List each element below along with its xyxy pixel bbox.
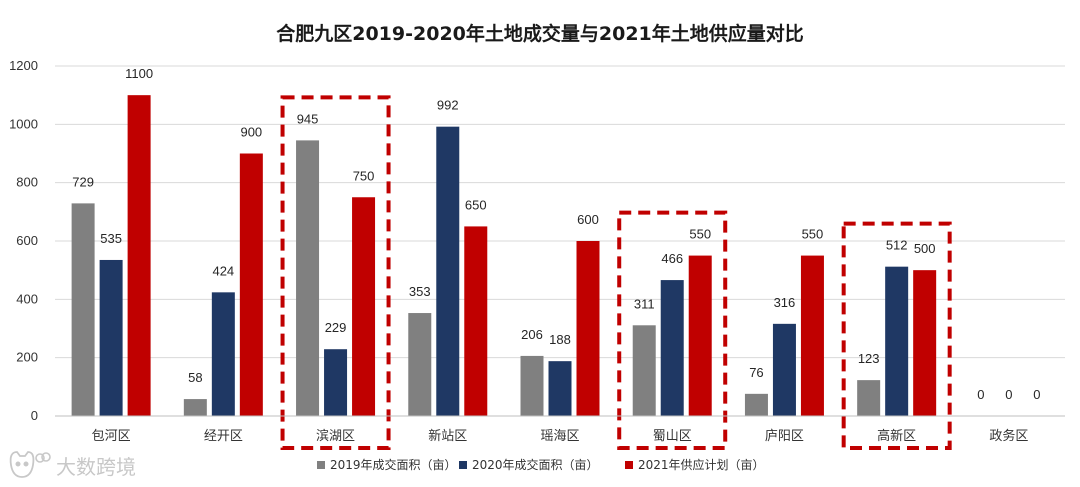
bar xyxy=(576,241,600,416)
legend-label: 2019年成交面积（亩） xyxy=(330,457,457,472)
category-label: 包河区 xyxy=(92,429,131,444)
data-label: 229 xyxy=(325,320,347,335)
category-label: 滨湖区 xyxy=(316,428,355,444)
bar xyxy=(520,355,544,416)
legend-swatch xyxy=(625,461,633,469)
x-axis: 包河区 经开区 滨湖区 新站区 瑶海区 蜀山区 庐阳区 高新区 政务区 xyxy=(55,415,1065,444)
data-label: 535 xyxy=(100,231,122,246)
highlight-boxes xyxy=(280,95,952,450)
data-label: 311 xyxy=(634,296,655,311)
bar xyxy=(436,126,460,417)
data-label: 600 xyxy=(577,212,599,227)
data-label: 0 xyxy=(977,387,984,402)
data-label: 0 xyxy=(1033,387,1040,402)
circle-logo-icon xyxy=(35,452,51,463)
data-label: 992 xyxy=(437,98,459,113)
bar xyxy=(352,197,376,416)
data-label: 500 xyxy=(914,241,936,256)
legend-swatch xyxy=(459,461,467,469)
y-tick-label: 400 xyxy=(16,291,38,306)
data-label: 206 xyxy=(521,327,543,342)
bar xyxy=(464,226,488,416)
data-label: 729 xyxy=(72,174,94,189)
y-tick-label: 1200 xyxy=(9,58,38,73)
legend-label: 2021年供应计划（亩） xyxy=(638,457,765,472)
chart-title: 合肥九区2019-2020年土地成交量与2021年土地供应量对比 xyxy=(276,22,804,45)
data-label: 750 xyxy=(353,168,375,183)
highlight-box xyxy=(841,221,952,450)
data-label: 188 xyxy=(549,332,571,347)
data-label: 466 xyxy=(661,251,683,266)
category-label: 蜀山区 xyxy=(653,429,692,444)
y-tick-label: 600 xyxy=(16,233,38,248)
data-label: 550 xyxy=(802,227,824,242)
y-axis-ticks: 0 200 400 600 800 1000 1200 xyxy=(9,58,38,423)
y-tick-label: 0 xyxy=(31,408,38,423)
data-label: 650 xyxy=(465,197,487,212)
bar xyxy=(913,270,937,416)
bar xyxy=(800,255,824,416)
watermark-text: 大数跨境 xyxy=(56,455,136,479)
bar xyxy=(885,266,909,416)
legend-swatch xyxy=(317,461,325,469)
y-tick-label: 800 xyxy=(16,175,38,190)
data-label: 900 xyxy=(240,125,262,140)
bar xyxy=(408,313,432,416)
data-label: 353 xyxy=(409,284,431,299)
bars xyxy=(71,95,937,417)
data-label: 123 xyxy=(858,351,880,366)
bar xyxy=(127,95,151,417)
data-label: 58 xyxy=(188,370,202,385)
legend-label: 2020年成交面积（亩） xyxy=(472,457,599,472)
bar xyxy=(857,380,881,416)
data-label: 945 xyxy=(297,111,319,126)
bar xyxy=(688,255,712,416)
data-label: 76 xyxy=(749,365,763,380)
category-label: 高新区 xyxy=(877,428,916,444)
data-label: 550 xyxy=(689,227,711,242)
data-label: 1100 xyxy=(125,66,153,81)
watermark: 大数跨境 xyxy=(9,451,136,479)
bar xyxy=(744,393,768,416)
bar xyxy=(71,203,95,416)
category-label: 经开区 xyxy=(204,429,243,444)
data-label: 316 xyxy=(774,295,796,310)
bar xyxy=(211,292,235,416)
bar xyxy=(772,323,796,416)
y-tick-label: 200 xyxy=(16,350,38,365)
bar xyxy=(632,325,656,416)
bar xyxy=(239,153,263,416)
category-label: 新站区 xyxy=(428,428,467,444)
category-label: 瑶海区 xyxy=(540,429,579,444)
bar xyxy=(99,259,123,416)
legend: 2019年成交面积（亩） 2020年成交面积（亩） 2021年供应计划（亩） xyxy=(317,457,765,472)
bar xyxy=(660,280,684,416)
data-labels: 729 535 1100 58 424 900 945 229 750 353 992 650 206 1… xyxy=(72,66,1040,402)
bar xyxy=(183,399,207,416)
bar xyxy=(548,361,572,416)
data-label: 512 xyxy=(886,238,908,253)
cat-logo-icon xyxy=(9,451,35,478)
y-tick-label: 1000 xyxy=(9,116,38,131)
category-label: 政务区 xyxy=(989,428,1028,444)
bar xyxy=(296,140,320,416)
bar xyxy=(324,349,348,416)
category-label: 庐阳区 xyxy=(765,429,804,444)
data-label: 0 xyxy=(1005,387,1012,402)
data-label: 424 xyxy=(212,263,234,278)
